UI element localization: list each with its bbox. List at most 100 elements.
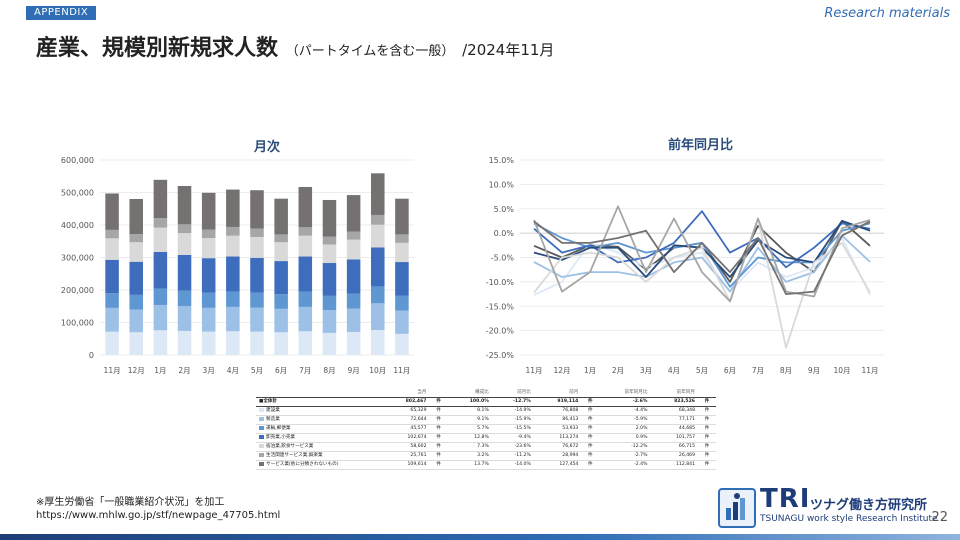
table-cell-text: 28,994 <box>562 453 579 458</box>
bar-segment <box>298 256 313 292</box>
table-cell-u2: 件 <box>581 451 600 461</box>
x-tick-label: 12月 <box>553 366 570 375</box>
table-cell-u2: 件 <box>581 460 600 470</box>
table-cell-text: サービス業(他に分類されないもの) <box>266 462 339 467</box>
table-cell-text: 建設業 <box>266 408 280 413</box>
logo-tri-text: TRI <box>760 484 811 514</box>
table-cell-u2: 件 <box>581 442 600 452</box>
table-cell-text: 7.3% <box>477 444 489 449</box>
title-main: 産業、規模別新規求人数 <box>36 36 279 61</box>
table-cell-mom: -15.9% <box>491 415 534 425</box>
monthly-stacked-bar-chart: 0 100,000 200,000 300,000 400,000 500,000 600,… <box>61 156 414 375</box>
bar-segment <box>371 303 385 330</box>
table-cell-text: -15.9% <box>514 417 531 422</box>
table-header: 構成比 <box>447 389 492 398</box>
table-cell-u2: 件 <box>581 424 600 434</box>
bar-segment <box>298 235 313 257</box>
table-cell-mom: -14.0% <box>491 460 534 470</box>
x-tick-label: 6月 <box>275 366 287 375</box>
bar-segment <box>395 310 409 334</box>
table-cell-text: 9.1% <box>477 417 489 422</box>
table-cell-text: 件 <box>704 444 710 449</box>
table-cell-last: 26,469 <box>650 451 698 461</box>
table-cell-u1: 件 <box>429 397 448 407</box>
table-cell-text: -15.5% <box>514 426 531 431</box>
table-cell-text: -5.9% <box>634 417 648 422</box>
table-header: 前年同月比 <box>599 389 651 398</box>
table-cell-text: 件 <box>588 444 593 449</box>
yoy-chart-title: 前年同月比 <box>668 138 734 153</box>
bar-segment <box>177 233 192 255</box>
table-cell-text: -14.0% <box>514 462 531 467</box>
table-cell-name: ■全体計 <box>256 397 382 407</box>
bar-segment <box>153 304 168 331</box>
bar-segment <box>201 238 216 259</box>
table-cell-text: 件 <box>436 426 441 431</box>
table-cell-name: 建設業 <box>256 406 382 416</box>
bar-segment <box>250 190 264 229</box>
table-cell-share: 5.7% <box>447 424 492 434</box>
table-cell-u3: 件 <box>698 460 716 470</box>
bar-segment <box>105 331 119 355</box>
table-cell-u3: 件 <box>698 451 716 461</box>
bar-segment <box>322 263 337 296</box>
x-tick-label: 2月 <box>178 366 190 375</box>
table-header: 前月 <box>533 389 582 398</box>
table-cell-text: 件 <box>436 399 441 404</box>
bar-segment <box>274 261 288 295</box>
table-cell-text: 5.7% <box>477 426 489 431</box>
table-cell-mom: -15.5% <box>491 424 534 434</box>
bar-segment <box>371 329 385 355</box>
bar-segment <box>177 186 192 225</box>
bar-segment <box>346 239 361 260</box>
yoy-line-chart: 15.0% 10.0% 5.0% 0.0% -5.0% -10.0% -15.0% -20.0… <box>486 156 884 375</box>
table-cell-text: 72,644 <box>410 417 427 422</box>
bar-segment <box>250 237 264 258</box>
table-cell-u1: 件 <box>429 406 448 416</box>
table-cell-name: 宿泊業,飲食サービス業 <box>256 442 382 452</box>
table-cell-text: 件 <box>704 408 710 413</box>
table-cell-text: 件 <box>436 444 441 449</box>
table-cell-v1: 65,329 <box>382 406 430 416</box>
bar-segment <box>346 231 361 240</box>
table-cell-text: 25,761 <box>410 453 427 458</box>
table-row: 宿泊業,飲食サービス業 58,602 件 7.3% -23.6% 76,672 件 -12.2… <box>256 442 716 452</box>
bar-segment <box>153 227 168 252</box>
bar-segment <box>395 242 409 263</box>
table-cell-text: 件 <box>704 417 710 422</box>
title-sub: （パートタイムを含む一般） <box>285 44 455 59</box>
x-tick-label: 4月 <box>227 366 239 375</box>
table-row: 建設業 65,329 件 8.1% -14.9% 76,808 件 -4.4% 68,348 件 <box>256 406 716 416</box>
table-header: 前月比 <box>491 389 534 398</box>
table-cell-u2: 件 <box>581 433 600 443</box>
y-tick-label: 5.0% <box>494 205 515 214</box>
table-cell-mom: -23.6% <box>491 442 534 452</box>
x-tick-label: 11月 <box>104 366 121 375</box>
tri-logo-mark-icon <box>718 488 756 528</box>
x-tick-label: 8月 <box>780 366 792 375</box>
source-note-text: ※厚生労働省「一般職業紹介状況」を加工 <box>36 497 225 508</box>
y-tick-label: -5.0% <box>491 254 515 263</box>
table-cell-name: サービス業(他に分類されないもの) <box>256 460 382 470</box>
x-tick-label: 10月 <box>833 366 850 375</box>
x-tick-label: 11月 <box>393 366 410 375</box>
bar-segment <box>322 310 337 333</box>
table-cell-text: 件 <box>704 426 710 431</box>
table-cell-text: 919,114 <box>557 399 579 404</box>
table-cell-yoy: -2.7% <box>599 451 651 461</box>
table-cell-text: 53,933 <box>562 426 579 431</box>
bar-segment <box>226 235 240 257</box>
legend-swatch <box>259 407 264 412</box>
bar-segment <box>201 307 216 332</box>
table-cell-text: 件 <box>436 462 441 467</box>
table-cell-last: 112,841 <box>650 460 698 470</box>
table-cell-text: -2.4% <box>634 462 648 467</box>
table-cell-text: 件 <box>588 408 593 413</box>
table-cell-prev: 28,994 <box>533 451 582 461</box>
bottom-accent-bar <box>0 534 960 540</box>
source-url-link[interactable]: https://www.mhlw.go.jp/stf/newpage_47705… <box>36 510 281 521</box>
table-header: 前年同月 <box>650 389 698 398</box>
table-cell-text: ■全体計 <box>259 399 278 404</box>
x-tick-label: 4月 <box>668 366 680 375</box>
series-line <box>533 220 871 296</box>
